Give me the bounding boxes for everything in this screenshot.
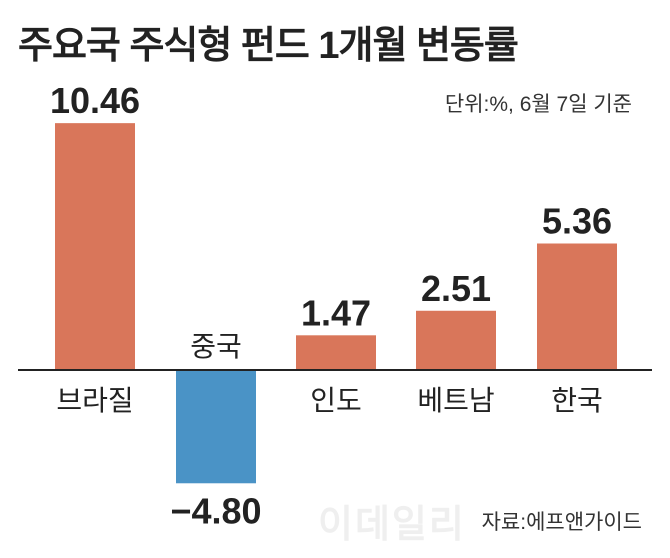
- category-label-2: 중국: [190, 331, 242, 362]
- watermark-logo: 이데일리: [318, 504, 466, 546]
- unit-note: 단위:%, 6월 7일 기준: [444, 93, 632, 116]
- bar-5: [537, 243, 617, 370]
- category-label-5: 한국: [551, 385, 603, 416]
- value-label-1: 10.46: [50, 80, 140, 121]
- value-label-2: −4.80: [170, 490, 261, 531]
- category-label-3: 인도: [310, 385, 362, 416]
- chart-title: 주요국 주식형 펀드 1개월 변동률: [18, 25, 519, 67]
- source-note: 자료:에프앤가이드: [481, 511, 642, 534]
- value-label-3: 1.47: [301, 292, 371, 333]
- bar-3: [296, 335, 376, 370]
- value-label-4: 2.51: [421, 268, 491, 309]
- bar-1: [55, 123, 135, 370]
- category-label-4: 베트남: [417, 385, 494, 416]
- bar-4: [416, 310, 496, 370]
- bar-2: [176, 370, 256, 484]
- value-label-5: 5.36: [542, 201, 612, 242]
- category-label-1: 브라질: [56, 385, 133, 416]
